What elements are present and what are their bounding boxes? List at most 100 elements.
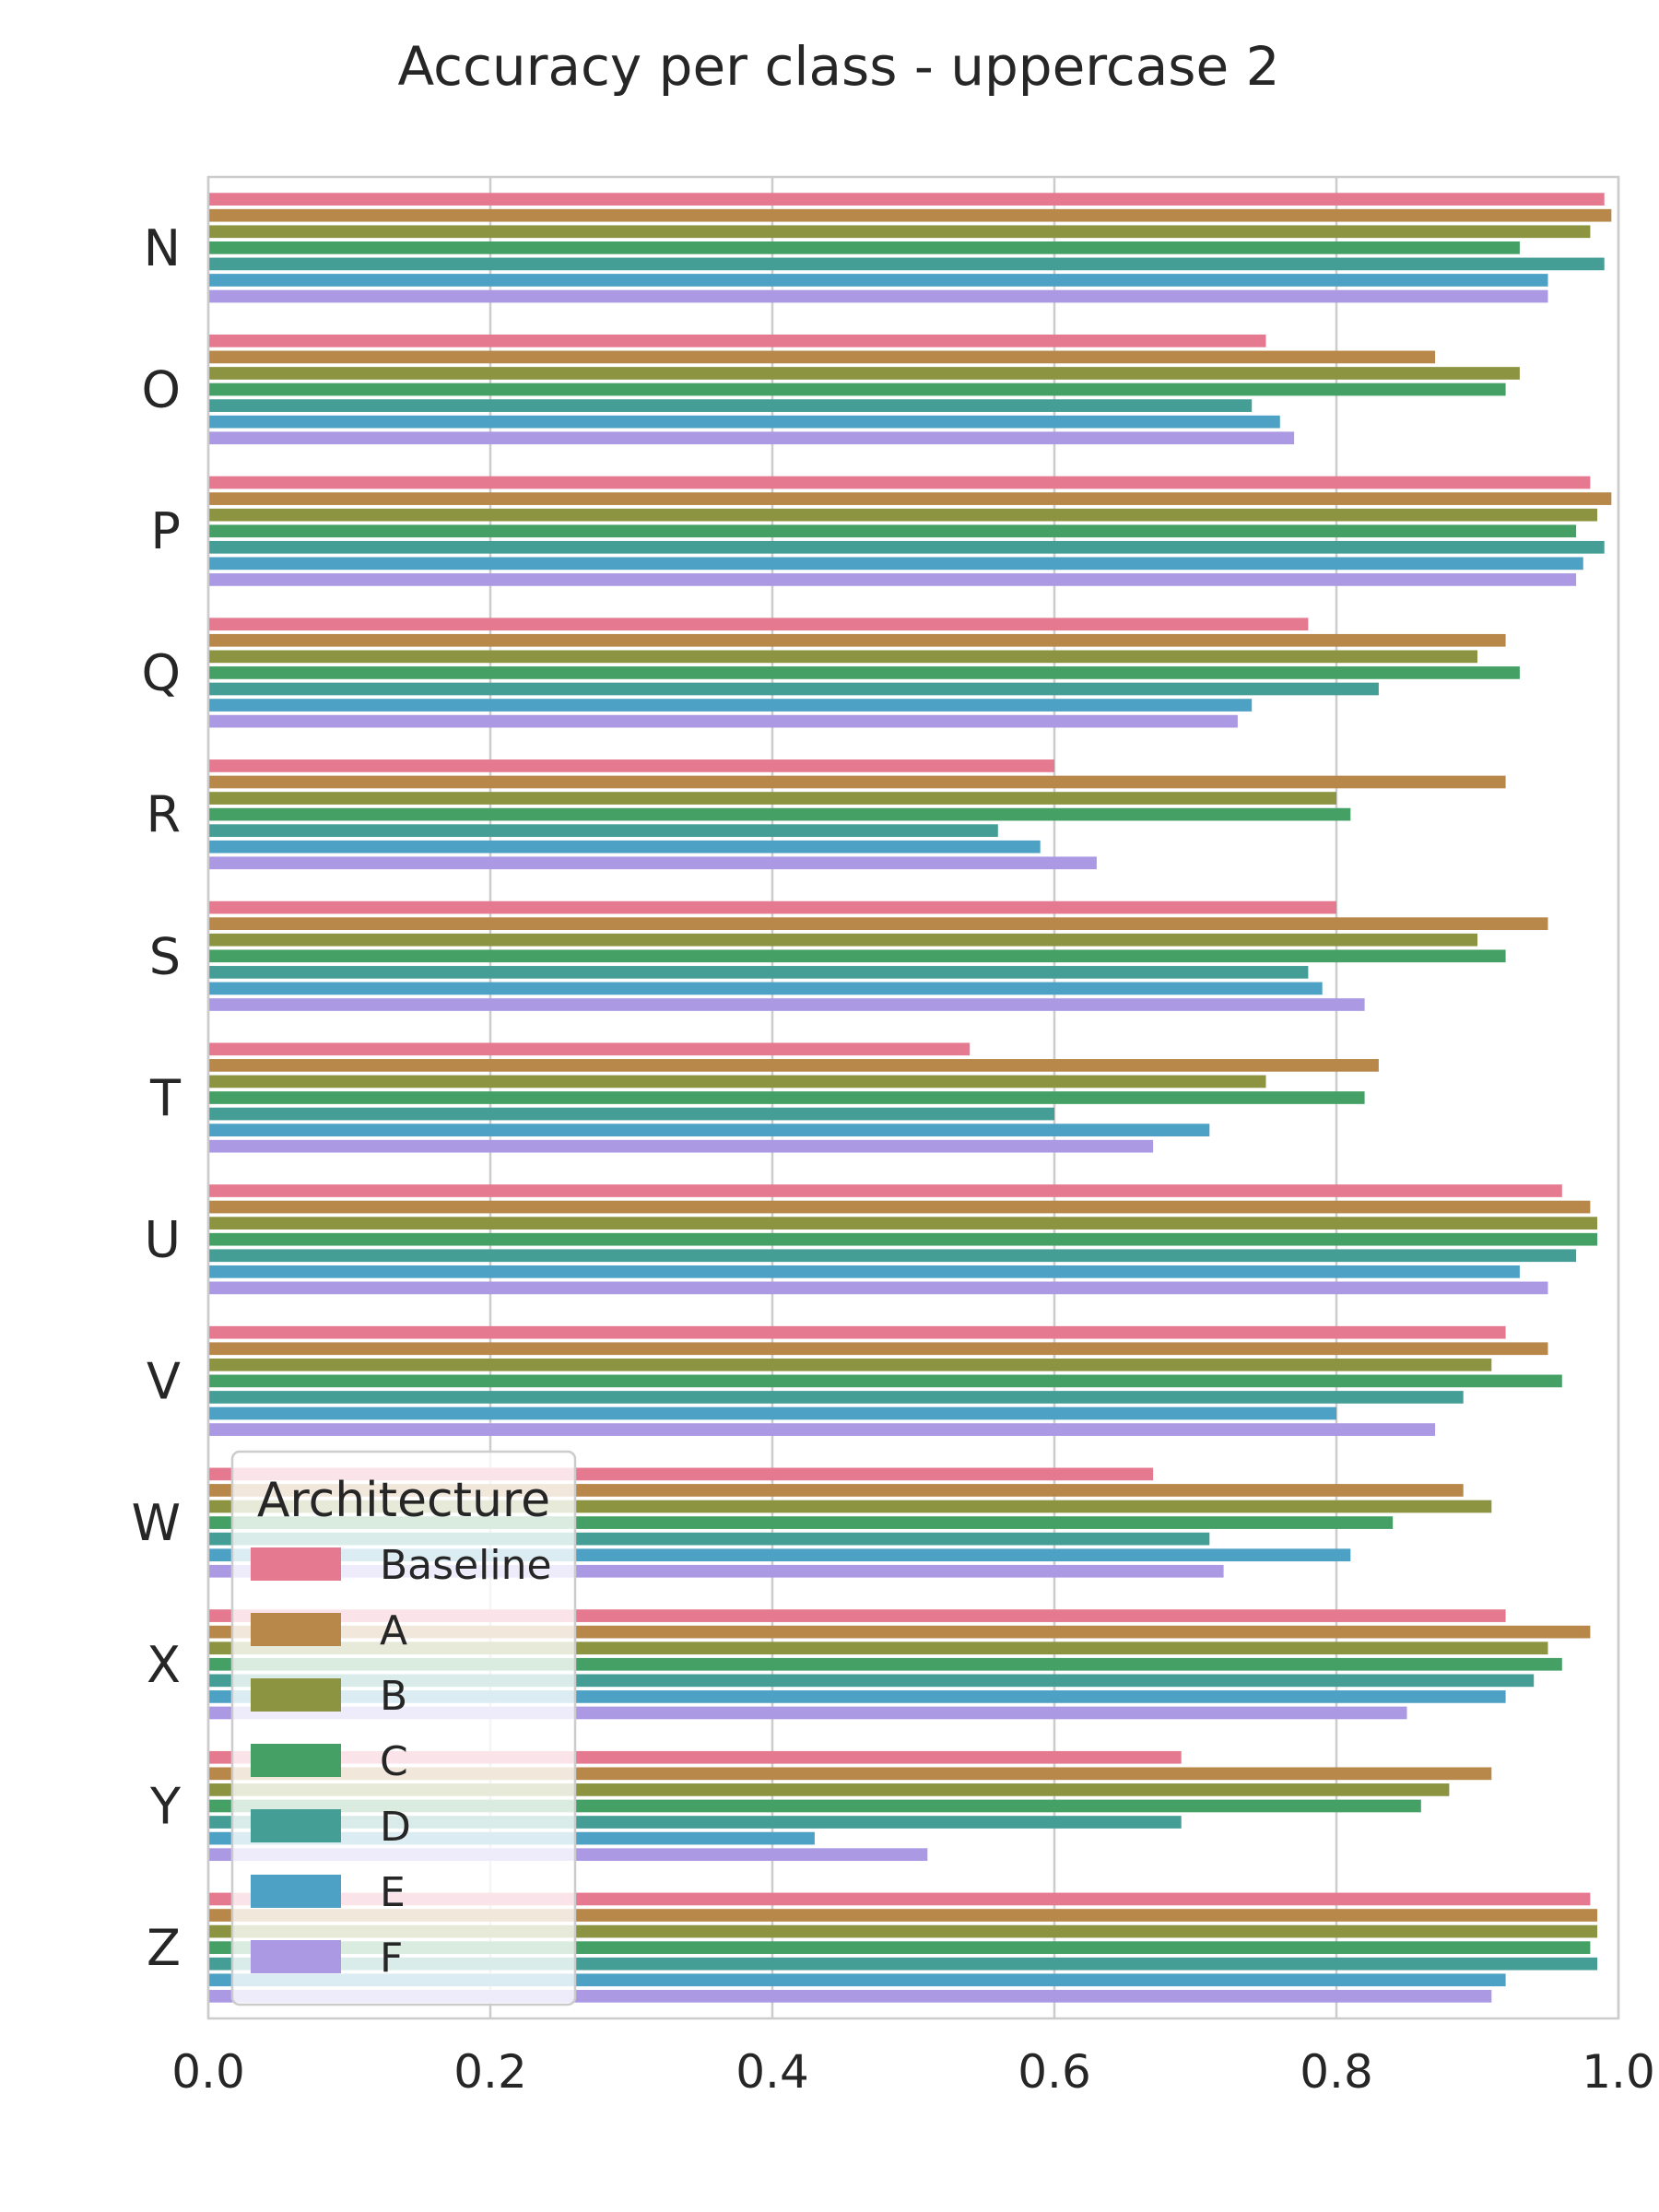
y-tick-label: N — [144, 219, 181, 277]
bar-V-b — [208, 1358, 1492, 1371]
legend-title: Architecture — [257, 1473, 550, 1528]
bar-V-e — [208, 1406, 1336, 1420]
bar-R-d — [208, 824, 998, 838]
y-tick-label: Y — [149, 1777, 182, 1835]
bar-U-f — [208, 1281, 1548, 1295]
bar-U-d — [208, 1249, 1577, 1263]
bar-Q-d — [208, 682, 1379, 696]
x-tick-label: 1.0 — [1582, 2045, 1655, 2099]
legend-swatch — [251, 1547, 341, 1581]
bar-S-b — [208, 933, 1477, 947]
legend-swatch — [251, 1940, 341, 1973]
bar-T-f — [208, 1139, 1154, 1153]
bar-R-b — [208, 792, 1336, 805]
chart-title: Accuracy per class - uppercase 2 — [397, 35, 1279, 98]
bar-O-baseline — [208, 334, 1266, 347]
bar-R-c — [208, 807, 1351, 821]
bar-T-a — [208, 1059, 1379, 1072]
legend-swatch — [251, 1613, 341, 1646]
bar-V-f — [208, 1423, 1436, 1436]
bar-N-baseline — [208, 193, 1605, 206]
bar-S-f — [208, 998, 1365, 1011]
x-tick-label: 0.2 — [453, 2045, 527, 2099]
y-tick-label: X — [147, 1636, 181, 1694]
x-tick-label: 0.8 — [1300, 2045, 1373, 2099]
bar-T-baseline — [208, 1042, 971, 1056]
bar-O-f — [208, 431, 1295, 445]
bar-N-d — [208, 257, 1605, 271]
y-tick-label: W — [132, 1494, 181, 1552]
bar-T-d — [208, 1107, 1054, 1121]
plot-frame — [206, 175, 1620, 2020]
legend-label: C — [380, 1738, 408, 1785]
y-tick-label: O — [141, 361, 181, 419]
bar-O-e — [208, 415, 1280, 429]
y-tick-label: V — [147, 1352, 181, 1410]
y-axis-tick-labels: N O P Q R S T U V W X Y Z — [132, 219, 182, 1977]
bar-V-d — [208, 1391, 1464, 1404]
bar-P-e — [208, 557, 1583, 571]
bar-N-b — [208, 225, 1591, 239]
x-tick-label: 0.0 — [171, 2045, 245, 2099]
y-tick-label: R — [146, 786, 181, 844]
bar-Q-a — [208, 633, 1506, 647]
y-tick-label: Z — [147, 1919, 181, 1977]
y-tick-label: S — [149, 927, 181, 985]
bar-U-e — [208, 1265, 1520, 1278]
legend-label: F — [380, 1935, 403, 1982]
bar-U-baseline — [208, 1184, 1562, 1197]
bar-Q-e — [208, 699, 1253, 712]
bar-P-b — [208, 508, 1598, 522]
bar-V-baseline — [208, 1325, 1506, 1339]
bar-S-d — [208, 966, 1309, 979]
bar-Q-b — [208, 650, 1477, 664]
bar-N-a — [208, 208, 1612, 222]
y-tick-label: P — [150, 502, 181, 560]
legend-swatch — [251, 1678, 341, 1712]
legend-label: B — [380, 1673, 407, 1720]
bar-N-e — [208, 274, 1548, 287]
bar-N-c — [208, 241, 1520, 254]
bar-Q-f — [208, 714, 1238, 728]
bar-V-c — [208, 1374, 1562, 1388]
bar-U-b — [208, 1217, 1598, 1230]
bar-U-a — [208, 1200, 1591, 1214]
bar-P-baseline — [208, 476, 1591, 489]
x-axis-tick-labels: 0.0 0.2 0.4 0.6 0.8 1.0 — [171, 2045, 1655, 2099]
legend-label: D — [380, 1804, 411, 1851]
y-tick-label: U — [144, 1211, 181, 1269]
y-tick-label: Q — [141, 644, 181, 702]
bar-R-e — [208, 840, 1041, 853]
legend-swatch — [251, 1809, 341, 1842]
bar-P-a — [208, 492, 1612, 505]
bar-R-f — [208, 856, 1097, 870]
bar-O-a — [208, 350, 1436, 364]
bar-N-f — [208, 289, 1548, 303]
bar-Q-c — [208, 666, 1520, 679]
legend-box — [230, 1450, 577, 2006]
bar-P-f — [208, 573, 1577, 586]
bar-R-baseline — [208, 759, 1054, 772]
bar-S-baseline — [208, 900, 1336, 914]
bar-O-d — [208, 399, 1253, 412]
legend-swatch — [251, 1744, 341, 1777]
bar-S-a — [208, 917, 1548, 931]
bar-Q-baseline — [208, 618, 1309, 631]
legend-label: E — [380, 1869, 406, 1916]
bar-P-c — [208, 524, 1577, 538]
bar-U-c — [208, 1232, 1598, 1246]
bar-P-d — [208, 540, 1605, 554]
legend-label: Baseline — [380, 1542, 552, 1589]
bar-O-b — [208, 367, 1520, 380]
bar-S-c — [208, 949, 1506, 963]
legend-label: A — [380, 1607, 407, 1654]
bar-S-e — [208, 982, 1323, 995]
legend-swatch — [251, 1875, 341, 1908]
bar-R-a — [208, 775, 1506, 789]
bar-T-c — [208, 1091, 1365, 1104]
bar-T-e — [208, 1124, 1210, 1136]
x-tick-label: 0.6 — [1018, 2045, 1091, 2099]
